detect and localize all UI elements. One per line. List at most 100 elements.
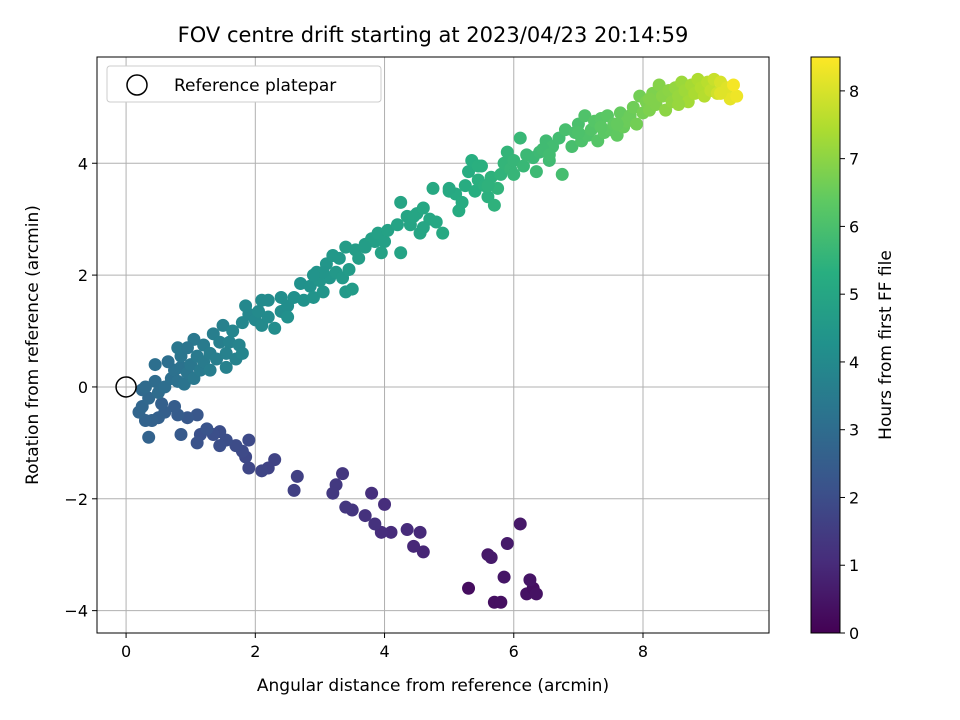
data-point bbox=[416, 221, 430, 235]
colorbar-tick-label: 0 bbox=[849, 624, 859, 643]
data-point bbox=[468, 184, 482, 198]
data-point bbox=[481, 179, 495, 193]
colorbar-ticks: 0 1 2 3 4 5 6 7 8 bbox=[840, 82, 859, 643]
data-point bbox=[339, 500, 353, 514]
data-point bbox=[413, 525, 427, 539]
x-tick-label: 6 bbox=[509, 642, 519, 661]
data-point bbox=[407, 539, 421, 553]
data-point bbox=[180, 341, 194, 355]
data-point bbox=[190, 436, 204, 450]
y-tick-label: 4 bbox=[78, 154, 88, 173]
plot-frame bbox=[96, 56, 770, 634]
colorbar-tick-label: 1 bbox=[849, 556, 859, 575]
data-point bbox=[381, 223, 395, 237]
data-point bbox=[219, 346, 233, 360]
data-point bbox=[571, 125, 585, 139]
grid-lines bbox=[97, 57, 769, 633]
data-point bbox=[332, 251, 346, 265]
data-point bbox=[497, 570, 511, 584]
data-point bbox=[200, 422, 214, 436]
data-point bbox=[400, 523, 414, 537]
data-point bbox=[529, 165, 543, 179]
data-point bbox=[281, 310, 295, 324]
y-axis-ticks: −4 −2 0 2 4 bbox=[64, 154, 97, 621]
data-point bbox=[268, 321, 282, 335]
data-point bbox=[542, 148, 556, 162]
data-point bbox=[610, 117, 624, 131]
data-point bbox=[429, 215, 443, 229]
data-point bbox=[507, 167, 521, 181]
colorbar-tick-label: 4 bbox=[849, 353, 859, 372]
legend-box bbox=[106, 65, 382, 103]
data-point bbox=[303, 279, 317, 293]
data-point bbox=[213, 439, 227, 453]
data-point bbox=[390, 218, 404, 232]
data-point bbox=[726, 78, 740, 92]
data-point bbox=[226, 324, 240, 338]
data-point bbox=[216, 318, 230, 332]
data-point bbox=[394, 195, 408, 209]
data-point bbox=[730, 89, 744, 103]
data-point bbox=[306, 290, 320, 304]
data-point bbox=[287, 483, 301, 497]
data-point bbox=[494, 595, 508, 609]
colorbar-tick-label: 2 bbox=[849, 488, 859, 507]
data-point bbox=[484, 551, 498, 565]
data-point bbox=[161, 355, 175, 369]
data-point bbox=[252, 304, 266, 318]
data-point bbox=[239, 299, 253, 313]
x-axis-label: Angular distance from reference (arcmin) bbox=[257, 676, 609, 696]
data-point bbox=[306, 268, 320, 282]
data-point bbox=[487, 198, 501, 212]
data-point bbox=[229, 439, 243, 453]
data-point bbox=[442, 181, 456, 195]
data-point bbox=[626, 100, 640, 114]
colorbar-gradient bbox=[810, 56, 841, 634]
data-point bbox=[455, 195, 469, 209]
data-point bbox=[516, 159, 530, 173]
data-point bbox=[714, 86, 728, 100]
data-point bbox=[565, 139, 579, 153]
data-point bbox=[210, 352, 224, 366]
colorbar-tick-label: 7 bbox=[849, 150, 859, 169]
data-point bbox=[462, 581, 476, 595]
colorbar-label: Hours from first FF file bbox=[876, 250, 896, 440]
data-point bbox=[138, 380, 152, 394]
data-point bbox=[261, 310, 275, 324]
data-point bbox=[235, 346, 249, 360]
data-point bbox=[365, 486, 379, 500]
data-point bbox=[672, 98, 686, 112]
data-point bbox=[242, 433, 256, 447]
data-point bbox=[336, 467, 350, 481]
data-point bbox=[471, 159, 485, 173]
colorbar-tick-label: 3 bbox=[849, 421, 859, 440]
data-point bbox=[416, 545, 430, 559]
data-point bbox=[578, 109, 592, 123]
data-point bbox=[326, 486, 340, 500]
data-point bbox=[523, 573, 537, 587]
data-point bbox=[513, 131, 527, 145]
x-tick-label: 8 bbox=[638, 642, 648, 661]
data-point bbox=[416, 201, 430, 215]
data-point bbox=[426, 181, 440, 195]
data-point bbox=[630, 117, 644, 131]
legend-entry-reference-platepar: Reference platepar bbox=[174, 76, 336, 96]
data-point bbox=[358, 509, 372, 523]
data-point bbox=[316, 285, 330, 299]
data-point bbox=[384, 525, 398, 539]
x-axis-ticks: 0 2 4 6 8 bbox=[121, 633, 648, 661]
data-point bbox=[148, 358, 162, 372]
y-tick-label: −4 bbox=[64, 602, 88, 621]
data-point bbox=[142, 430, 156, 444]
data-point bbox=[213, 335, 227, 349]
y-tick-label: 0 bbox=[78, 378, 88, 397]
data-point bbox=[394, 246, 408, 260]
data-point bbox=[507, 153, 521, 167]
data-points bbox=[132, 72, 744, 609]
data-point bbox=[342, 263, 356, 277]
data-point bbox=[529, 587, 543, 601]
data-point bbox=[368, 517, 382, 531]
data-point bbox=[255, 464, 269, 478]
colorbar: 0 1 2 3 4 5 6 7 8 Hours from first FF file bbox=[810, 56, 896, 643]
